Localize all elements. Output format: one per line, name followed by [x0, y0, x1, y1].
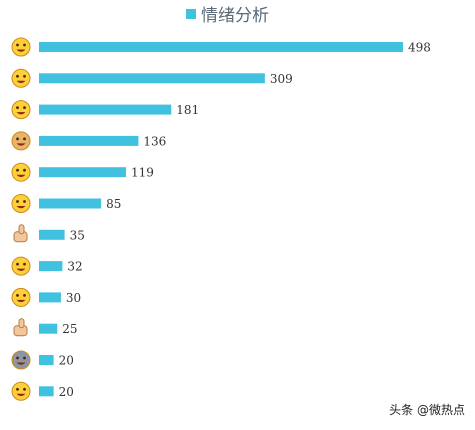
- value-label: 498: [408, 41, 431, 55]
- value-label: 20: [59, 385, 74, 399]
- thumbs-up-icon: [13, 318, 28, 337]
- big-grin-icon: [11, 256, 31, 276]
- bar: [39, 42, 403, 52]
- value-label: 136: [143, 134, 166, 148]
- value-label: 25: [62, 322, 77, 336]
- bar: [39, 73, 265, 84]
- legend: 情绪分析: [186, 6, 269, 26]
- bar: [39, 355, 54, 365]
- bar: [39, 167, 126, 178]
- value-label: 309: [270, 72, 293, 86]
- value-label: 35: [70, 228, 85, 242]
- bar: [39, 292, 61, 303]
- legend-swatch: [186, 9, 196, 19]
- shiba-icon: [11, 162, 31, 182]
- bar: [39, 386, 54, 397]
- value-label: 32: [67, 260, 82, 274]
- bar: [39, 135, 139, 146]
- value-label: 20: [59, 354, 74, 368]
- thumbs-up-side-icon: [13, 224, 28, 243]
- dizzy-smile-icon: [11, 287, 31, 307]
- bar: [39, 261, 63, 272]
- bar: [39, 104, 172, 115]
- tongue-icon: [11, 100, 31, 120]
- bars-group: 498 309 181 136 119 85 35 32 30 25 20 20: [39, 41, 431, 399]
- doge-icon: [11, 131, 31, 151]
- value-label: 85: [106, 197, 121, 211]
- legend-label: 情绪分析: [201, 6, 269, 26]
- crying-laugh-icon: [11, 194, 31, 213]
- bar: [39, 198, 102, 209]
- value-label: 119: [131, 166, 154, 180]
- bar: [39, 323, 58, 334]
- thinking-icon: [11, 381, 31, 401]
- value-label: 30: [66, 291, 81, 305]
- grin-icon: [11, 37, 31, 57]
- watermark: 头条 @微热点: [389, 403, 465, 417]
- value-label: 181: [176, 103, 199, 117]
- laugh-cry-icon: [11, 68, 31, 88]
- bar: [39, 229, 65, 240]
- husky-icon: [11, 350, 31, 370]
- category-icons: [11, 37, 31, 401]
